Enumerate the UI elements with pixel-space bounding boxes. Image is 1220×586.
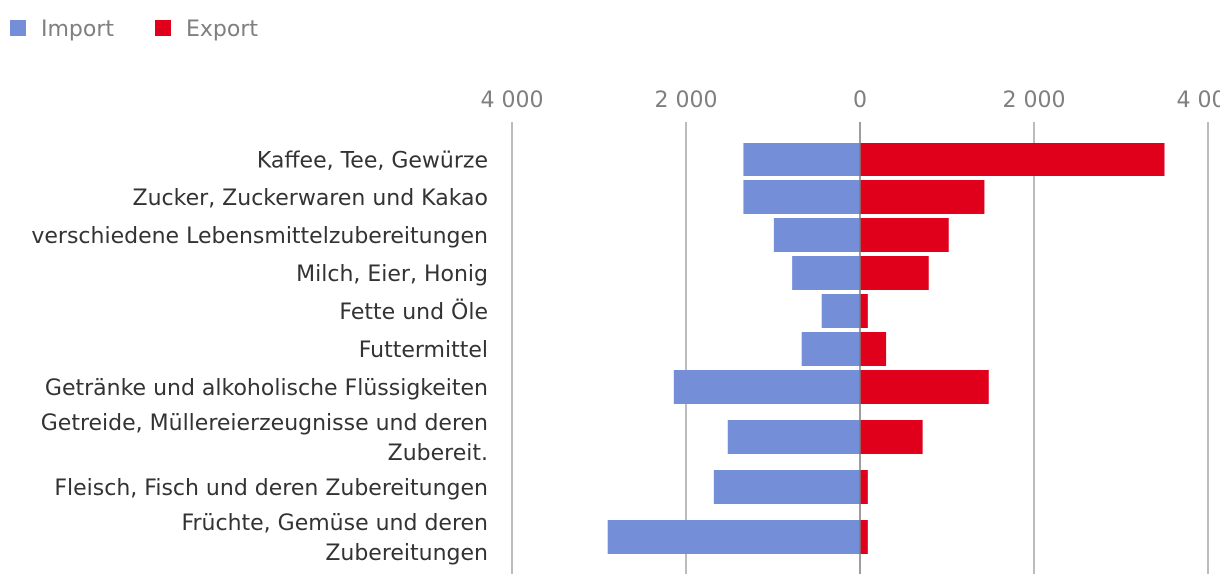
category-label: Kaffee, Tee, Gewürze: [257, 149, 488, 174]
import-bar: [743, 143, 860, 176]
import-bar: [773, 218, 860, 252]
import-bar: [821, 294, 860, 328]
import-bar: [727, 420, 860, 454]
export-bar: [860, 180, 985, 214]
category-label: Getreide, Müllereierzeugnisse und deren Z…: [41, 411, 488, 466]
export-bar: [860, 332, 887, 366]
import-bar: [743, 180, 860, 214]
import-bar: [792, 256, 860, 290]
x-tick-label: 2 000: [655, 88, 718, 113]
category-labels: Kaffee, Tee, Gewürze Zucker, Zuckerwaren …: [31, 149, 488, 567]
category-label: Milch, Eier, Honig: [296, 262, 488, 287]
export-bar: [860, 520, 868, 554]
import-bar: [673, 370, 860, 404]
x-tick-label: 2 000: [1003, 88, 1066, 113]
category-label: Getränke und alkoholische Flüssigkeiten: [45, 376, 488, 401]
export-bar: [860, 370, 989, 404]
x-tick-label: 0: [853, 88, 867, 113]
export-bar: [860, 420, 923, 454]
legend-swatch-import: [10, 20, 26, 36]
import-bar: [801, 332, 860, 366]
import-bar: [607, 520, 860, 554]
category-label: Futtermittel: [359, 338, 488, 363]
export-bar: [860, 143, 1165, 176]
category-label: Früchte, Gemüse und deren Zubereitungen: [181, 511, 488, 566]
category-label: verschiedene Lebensmittelzubereitungen: [31, 224, 488, 249]
x-axis-tick-labels: 4 000 2 000 0 2 000 4 000: [481, 88, 1220, 113]
legend-swatch-export: [155, 20, 171, 36]
legend-label-import: Import: [41, 17, 114, 42]
export-bar: [860, 470, 868, 504]
legend-label-export: Export: [186, 17, 258, 42]
category-label: Fleisch, Fisch und deren Zubereitungen: [54, 476, 488, 501]
legend: Import Export: [10, 17, 258, 42]
export-bar: [860, 256, 929, 290]
category-label: Zucker, Zuckerwaren und Kakao: [133, 186, 488, 211]
export-bar: [860, 218, 949, 252]
category-label: Fette und Öle: [339, 299, 488, 325]
x-tick-label: 4 000: [1177, 88, 1220, 113]
bars: [607, 143, 1165, 554]
x-tick-label: 4 000: [481, 88, 544, 113]
gridlines: [511, 122, 1209, 574]
export-bar: [860, 294, 868, 328]
import-bar: [713, 470, 860, 504]
